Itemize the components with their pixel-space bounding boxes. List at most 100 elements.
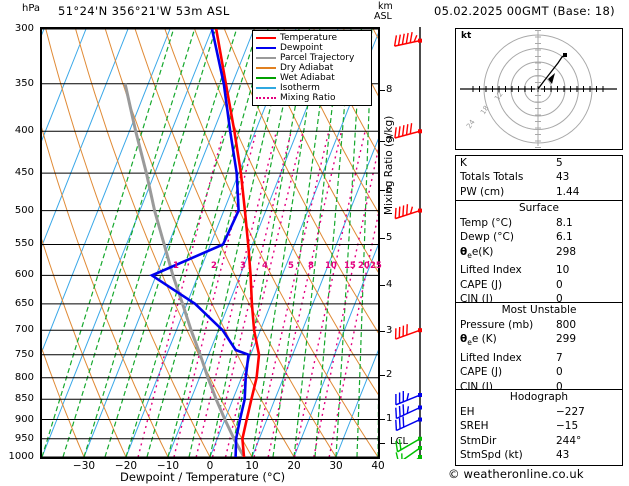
info-key: Totals Totals [460,171,524,184]
altitude-tick-label: 4 [386,278,393,290]
x-axis-title: Dewpoint / Temperature (°C) [120,470,286,484]
info-value: 10 [556,264,570,277]
pressure-tick-label: 400 [14,125,34,137]
hodograph-stats-panel: Hodograph EH −227 SREH −15 StmDir 244° StmSpd (… [455,389,623,466]
stability-indices-panel: K 5 Totals Totals 43 PW (cm) 1.44 [455,155,623,205]
info-key: θee (K) [460,333,497,348]
info-row: CAPE (J) 0 [456,365,622,379]
mixing-ratio-label: 10 [325,261,337,271]
most-unstable-parcel-panel: Most Unstable Pressure (mb) 800 θee (K) 299 L… [455,302,623,394]
legend-swatch [256,97,276,99]
info-key: θee(K) [460,245,494,260]
info-value: 0 [556,366,563,379]
mixing-ratio-label: 20 [358,261,370,271]
skewt-svg [42,29,378,457]
info-value: 298 [556,245,577,258]
mixing-ratio-label: 25 [370,261,382,271]
mixing-ratio-label: 15 [344,261,356,271]
pressure-tick-label: 350 [14,77,34,89]
info-key: PW (cm) [460,185,505,198]
altitude-tick-label: 1 [386,413,393,425]
wind-barb-svg [393,27,422,475]
pressure-tick-label: 1000 [8,451,34,462]
pressure-tick-label: 800 [14,371,34,383]
info-value: 800 [556,319,577,331]
info-row: Totals Totals 43 [456,170,622,184]
altitude-tick-mark [379,419,385,421]
altitude-tick-label: 6 [386,184,393,196]
legend-label: Wet Adiabat [280,72,335,83]
info-value: −227 [556,406,585,418]
pressure-tick-label: 900 [14,413,34,425]
legend-swatch [256,77,276,79]
altitude-tick-label: 2 [386,369,393,381]
pressure-tick-label: 450 [14,167,34,179]
info-row: SREH −15 [456,419,622,433]
altitude-tick-mark [379,140,385,142]
info-value: 43 [556,171,570,184]
altitude-tick-mark [379,330,385,332]
wind-barb-column [380,27,438,475]
mixing-ratio-label: 8 [308,261,314,271]
legend-swatch [256,57,276,59]
altitude-tick-label: 3 [386,324,393,336]
info-value: 1.44 [556,185,580,198]
hodograph-panel: 12 18 24 [455,23,623,155]
legend-label: Dry Adiabat [280,62,334,73]
info-key: Temp (°C) [460,217,513,229]
chart-legend: Temperature Dewpoint Parcel Trajectory Dry … [252,30,372,106]
legend-label: Mixing Ratio [280,92,336,103]
hodograph-unit-label: kt [461,31,472,41]
altitude-tick-label: 7 [386,134,393,146]
altitude-tick-mark [379,375,385,377]
info-row: StmSpd (kt) 43 [456,448,622,462]
legend-item: Wet Adiabat [256,73,368,83]
wind-barb [395,436,422,453]
hodograph-ring-label: 24 [465,118,477,130]
info-value: 0 [556,293,563,306]
mixing-ratio-label: 4 [262,261,268,271]
info-value: 244° [556,434,582,447]
altitude-unit-label: km [378,1,393,12]
pressure-tick-label: 700 [14,324,34,336]
legend-item: Dewpoint [256,43,368,53]
info-key: CAPE (J) [460,366,503,379]
temperature-tick-label: 20 [287,460,301,472]
legend-label: Isotherm [280,82,320,93]
info-row: Pressure (mb) 800 [456,318,622,332]
info-row: StmDir 244° [456,434,622,448]
mixing-ratio-lines [137,131,378,457]
info-value: 7 [556,351,563,364]
info-row: θee(K) 298 [456,245,622,264]
temperature-tick-label: 40 [371,460,385,472]
info-value: −15 [556,420,579,433]
copyright-credit: © weatheronline.co.uk [448,467,584,481]
wind-barb [394,324,422,340]
parcel-trajectory-curve [123,83,246,457]
wind-barb [394,123,422,139]
info-key: Lifted Index [460,264,522,277]
wind-barb [393,31,422,47]
info-value: 6.1 [556,231,573,244]
surface-parcel-panel: Surface Temp (°C) 8.1 Dewp (°C) 6.1 θee(K) 298… [455,200,623,307]
info-row: θee (K) 299 [456,332,622,351]
station-title: 51°24'N 356°21'W 53m ASL [58,4,230,18]
pressure-tick-label: 850 [14,393,34,405]
hodograph-stats-heading: Hodograph [509,391,569,403]
info-key: SREH [460,420,489,433]
wind-barb [395,391,422,406]
info-row: EH −227 [456,405,622,419]
temperature-tick-label: −10 [156,460,180,472]
mixing-ratio-label: 3 [240,261,246,271]
info-row: PW (cm) 1.44 [456,185,622,199]
temperature-tick-label: −30 [72,460,96,472]
legend-swatch [256,47,276,49]
legend-label: Parcel Trajectory [280,52,355,63]
pressure-tick-label: 650 [14,297,34,309]
temperature-curve [214,29,261,457]
hodograph-ring-label: 18 [479,104,491,116]
legend-item: Mixing Ratio [256,93,368,103]
mixing-ratio-label: 1 [173,261,179,271]
